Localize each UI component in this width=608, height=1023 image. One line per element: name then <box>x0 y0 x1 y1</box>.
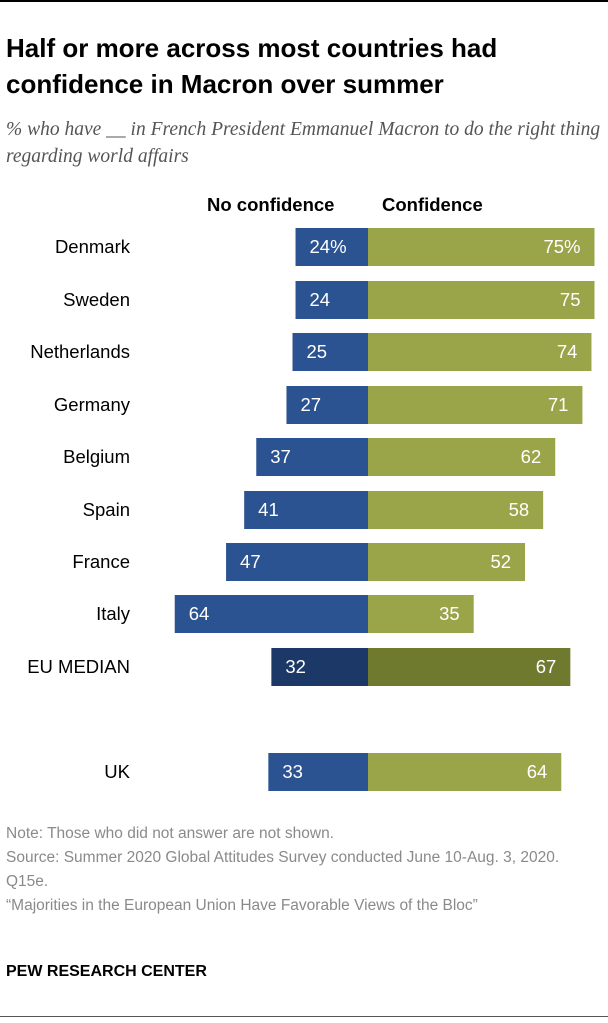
bar-confidence <box>368 753 562 791</box>
source-text: Source: Summer 2020 Global Attitudes Sur… <box>6 849 560 890</box>
category-label: EU MEDIAN <box>27 656 130 677</box>
value-label-confidence: 74 <box>557 341 578 362</box>
value-label-no-confidence: 24 <box>310 289 331 310</box>
bottom-rule <box>0 1016 608 1017</box>
bar-no-confidence <box>268 753 368 791</box>
bar-confidence <box>368 543 526 581</box>
note-text: Note: Those who did not answer are not s… <box>6 825 334 842</box>
value-label-no-confidence: 27 <box>300 394 321 415</box>
bar-no-confidence <box>292 333 368 371</box>
report-title: “Majorities in the European Union Have F… <box>6 897 478 914</box>
value-label-no-confidence: 37 <box>270 446 291 467</box>
category-label: Spain <box>83 499 130 520</box>
bar-confidence <box>368 333 592 371</box>
category-label: Belgium <box>63 446 130 467</box>
bar-confidence <box>368 228 595 266</box>
value-label-confidence: 75% <box>543 236 580 257</box>
value-label-confidence: 67 <box>536 656 557 677</box>
category-label: Germany <box>54 394 131 415</box>
value-label-no-confidence: 47 <box>240 551 261 572</box>
bar-confidence <box>368 595 474 633</box>
chart-subtitle: % who have __ in French President Emmanu… <box>6 119 601 167</box>
value-label-no-confidence: 41 <box>258 499 279 520</box>
value-label-confidence: 62 <box>521 446 542 467</box>
category-label: Italy <box>96 603 131 624</box>
category-label: Netherlands <box>30 341 130 362</box>
notes-block: Note: Those who did not answer are not s… <box>6 822 600 918</box>
category-label: Denmark <box>55 236 131 257</box>
category-label: Sweden <box>63 289 130 310</box>
value-label-confidence: 52 <box>490 551 511 572</box>
bar-no-confidence <box>286 386 368 424</box>
value-label-no-confidence: 24% <box>310 236 347 257</box>
value-label-confidence: 35 <box>439 603 460 624</box>
bar-no-confidence <box>256 438 368 476</box>
diverging-bar-chart: Denmark 24% 75% Sweden 24 75 Netherlands 25 74 Ge… <box>27 228 595 791</box>
value-label-confidence: 64 <box>527 761 548 782</box>
value-label-no-confidence: 25 <box>307 341 328 362</box>
column-header-no-confidence: No confidence <box>207 194 335 215</box>
chart-title: Half or more across most countries had c… <box>6 33 498 99</box>
category-label: UK <box>104 761 130 782</box>
value-label-confidence: 75 <box>560 289 581 310</box>
bar-confidence <box>368 281 595 319</box>
pew-credit: PEW RESEARCH CENTER <box>6 963 207 980</box>
value-label-no-confidence: 33 <box>282 761 303 782</box>
top-rule <box>0 0 608 2</box>
value-label-confidence: 71 <box>548 394 569 415</box>
column-header-confidence: Confidence <box>382 194 483 215</box>
bar-no-confidence <box>174 595 368 633</box>
bar-confidence <box>368 386 583 424</box>
bar-no-confidence <box>271 648 368 686</box>
bar-confidence <box>368 438 556 476</box>
value-label-no-confidence: 64 <box>189 603 210 624</box>
value-label-no-confidence: 32 <box>285 656 306 677</box>
bar-no-confidence <box>226 543 368 581</box>
bar-confidence <box>368 491 544 529</box>
bar-no-confidence <box>295 281 368 319</box>
bar-no-confidence <box>295 228 368 266</box>
bar-confidence <box>368 648 571 686</box>
bar-no-confidence <box>244 491 368 529</box>
category-label: France <box>72 551 130 572</box>
value-label-confidence: 58 <box>509 499 530 520</box>
